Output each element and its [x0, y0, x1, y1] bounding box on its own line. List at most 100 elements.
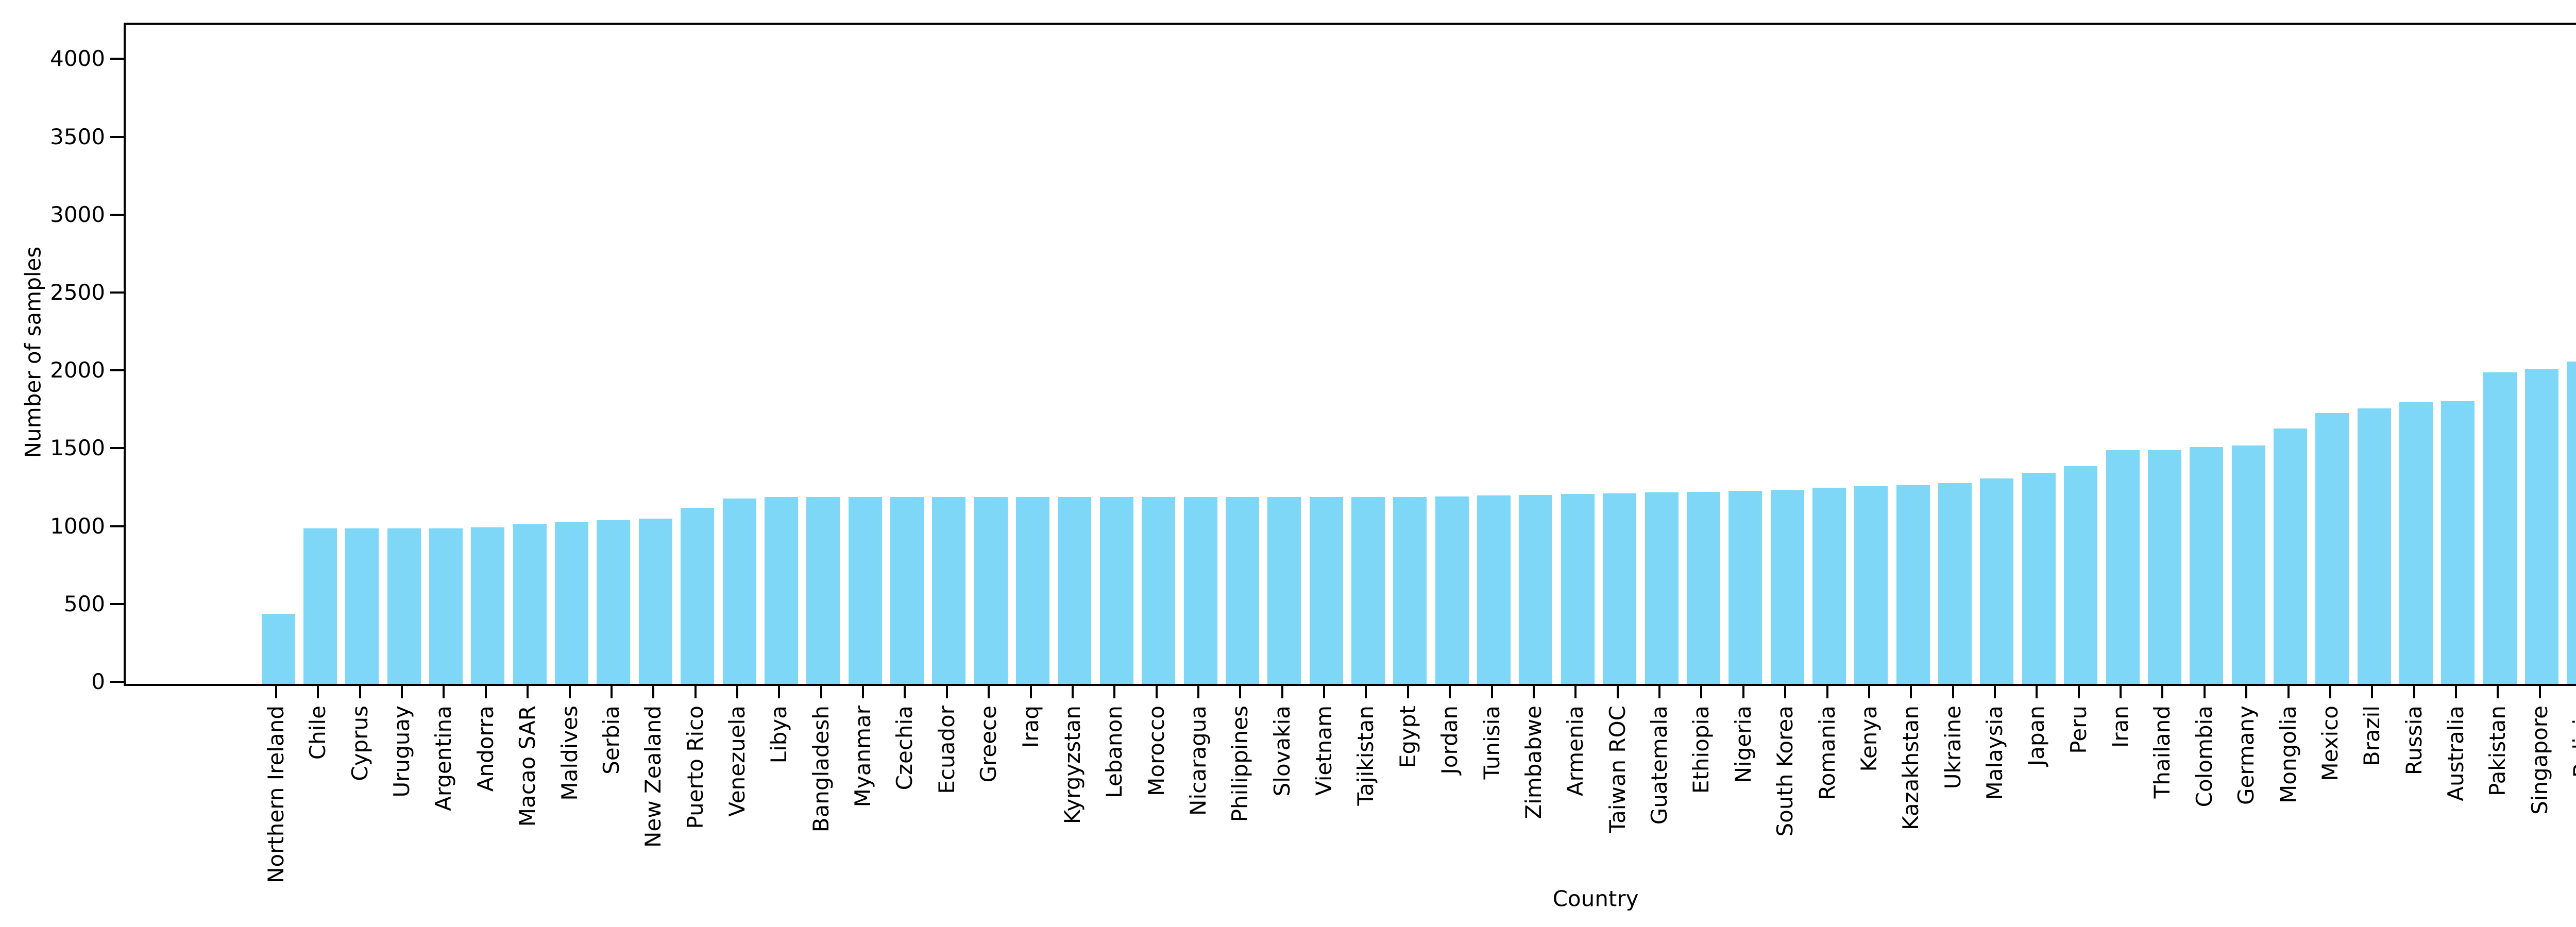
x-axis-title: Country	[1552, 886, 1639, 912]
bar-nigeria	[1728, 491, 1762, 684]
x-tick-label: Puerto Rico	[682, 706, 708, 829]
x-tick-label: Greece	[976, 706, 1002, 783]
x-tick	[2454, 684, 2457, 698]
x-tick	[1071, 684, 1074, 698]
bar-mongolia	[2274, 428, 2308, 684]
y-tick-label: 0	[91, 669, 105, 694]
bar-russia	[2399, 402, 2433, 684]
bar-nicaragua	[1183, 497, 1217, 684]
x-tick-label: Thailand	[2149, 706, 2175, 799]
bar-bolivia	[2567, 362, 2576, 684]
bar-south-korea	[1770, 490, 1804, 684]
bar-iran	[2106, 450, 2140, 684]
bar-egypt	[1393, 497, 1427, 684]
bar-new-zealand	[638, 519, 672, 684]
x-tick	[1029, 684, 1032, 698]
bar-tunisia	[1477, 495, 1511, 684]
x-tick	[2371, 684, 2374, 698]
bar-zimbabwe	[1519, 495, 1553, 684]
x-tick-label: Iran	[2108, 706, 2133, 748]
bar-kyrgyzstan	[1058, 497, 1092, 684]
x-tick-label: Mexico	[2317, 706, 2343, 781]
x-tick	[1700, 684, 1703, 698]
x-tick-label: Colombia	[2191, 706, 2217, 808]
y-tick	[110, 447, 124, 450]
plot-area	[124, 23, 2576, 686]
bar-australia	[2441, 401, 2475, 684]
x-tick-label: South Korea	[1772, 706, 1798, 837]
y-tick-label: 1500	[50, 435, 105, 461]
bar-peru	[2064, 466, 2098, 684]
x-tick	[862, 684, 865, 698]
x-tick-label: Czechia	[892, 706, 918, 791]
x-tick-label: Argentina	[431, 706, 456, 811]
x-tick-label: Morocco	[1143, 706, 1169, 796]
x-tick	[1952, 684, 1954, 698]
x-tick	[1323, 684, 1326, 698]
bar-lebanon	[1099, 497, 1133, 684]
x-tick-label: Myanmar	[850, 706, 876, 808]
bar-kazakhstan	[1896, 485, 1930, 684]
x-tick	[2287, 684, 2290, 698]
x-tick	[2161, 684, 2164, 698]
bar-puerto-rico	[681, 508, 715, 684]
x-tick-label: Romania	[1814, 706, 1840, 800]
y-tick-label: 2500	[50, 280, 105, 305]
y-tick	[110, 291, 124, 294]
x-tick	[1406, 684, 1409, 698]
x-tick	[1239, 684, 1242, 698]
x-tick	[2120, 684, 2122, 698]
x-tick	[2497, 684, 2499, 698]
bar-iraq	[1016, 497, 1050, 684]
x-tick	[2538, 684, 2541, 698]
x-tick	[1532, 684, 1535, 698]
bar-singapore	[2525, 369, 2559, 684]
x-tick	[2077, 684, 2080, 698]
bar-uruguay	[387, 528, 421, 684]
bar-malaysia	[1980, 478, 2014, 684]
x-tick	[1197, 684, 1200, 698]
bar-maldives	[555, 522, 589, 684]
x-tick	[527, 684, 529, 698]
bar-guatemala	[1645, 492, 1679, 684]
x-tick	[568, 684, 571, 698]
y-tick	[110, 681, 124, 683]
x-tick-label: Nicaragua	[1185, 706, 1211, 816]
x-tick-label: Armenia	[1563, 706, 1588, 797]
x-tick-label: Guatemala	[1647, 706, 1672, 825]
x-tick-label: Venezuela	[724, 706, 750, 817]
x-tick	[1113, 684, 1116, 698]
x-tick-label: Ukraine	[1940, 706, 1965, 789]
bar-greece	[974, 497, 1008, 684]
x-tick	[1826, 684, 1828, 698]
x-tick-label: Australia	[2443, 706, 2468, 801]
y-tick-label: 3000	[50, 201, 105, 227]
x-tick	[2245, 684, 2248, 698]
x-tick-label: Taiwan ROC	[1604, 706, 1630, 833]
x-tick	[2329, 684, 2331, 698]
x-tick	[1993, 684, 1996, 698]
x-tick-label: New Zealand	[640, 706, 666, 848]
x-tick-label: Iraq	[1018, 706, 1043, 748]
x-tick	[1616, 684, 1619, 698]
x-tick	[610, 684, 613, 698]
y-tick-label: 500	[63, 591, 105, 616]
x-tick	[1742, 684, 1744, 698]
bar-argentina	[429, 528, 463, 684]
bar-myanmar	[848, 497, 882, 684]
x-tick-label: Zimbabwe	[1520, 706, 1546, 819]
x-tick	[1658, 684, 1661, 698]
x-tick-label: Philippines	[1227, 706, 1253, 822]
x-tick-label: Japan	[2024, 706, 2049, 766]
x-tick-label: Pakistan	[2485, 706, 2511, 796]
x-tick	[1490, 684, 1493, 698]
y-tick	[110, 213, 124, 216]
bar-slovakia	[1267, 497, 1301, 684]
x-tick	[1449, 684, 1451, 698]
bar-ethiopia	[1686, 492, 1720, 684]
y-tick	[110, 369, 124, 372]
x-tick	[443, 684, 445, 698]
x-tick-label: Bangladesh	[808, 706, 834, 833]
bar-macao-sar	[513, 524, 547, 684]
x-tick	[1281, 684, 1283, 698]
